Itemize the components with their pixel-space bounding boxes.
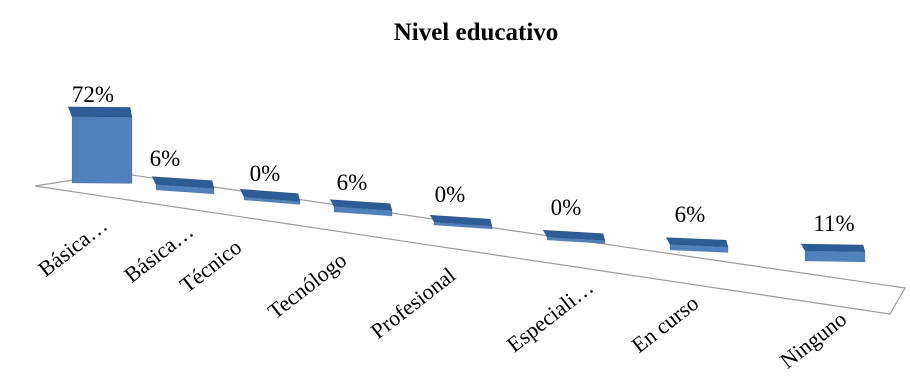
data-label-group: 72% 6% 0% 6% 0% 0% 6% 11% (72, 82, 855, 236)
data-label: 0% (250, 161, 281, 186)
category-label: Profesional (366, 262, 460, 343)
bar (67, 106, 133, 184)
chart-title: Nivel educativo (394, 19, 559, 46)
bar-top (542, 229, 606, 241)
bar (665, 237, 729, 253)
bar-front (333, 206, 393, 217)
bar-front (433, 221, 493, 230)
bar-group (67, 106, 866, 263)
category-label: Tecnólogo (263, 247, 351, 324)
category-label: Especiali… (502, 274, 598, 357)
bar-front (71, 116, 133, 184)
category-label: Básica… (33, 212, 112, 281)
bar (151, 176, 215, 195)
bar (329, 199, 393, 217)
data-label: 6% (150, 146, 181, 171)
data-label: 11% (813, 211, 854, 236)
data-label: 72% (72, 82, 114, 107)
bar (800, 243, 866, 263)
bar-front (669, 244, 729, 253)
data-label: 0% (551, 195, 582, 220)
category-label: En curso (627, 290, 704, 357)
bar-front (804, 250, 866, 263)
data-label: 6% (337, 170, 368, 195)
bar (542, 229, 606, 244)
bar-front (546, 236, 606, 244)
bar-front (155, 184, 215, 195)
bar-front (243, 196, 301, 205)
bar (239, 188, 301, 205)
data-label: 6% (675, 202, 706, 227)
bar-top (239, 188, 301, 202)
bar-top (67, 106, 133, 118)
bar (429, 214, 493, 230)
data-label: 0% (435, 182, 466, 207)
category-label: Ninguno (775, 306, 851, 373)
